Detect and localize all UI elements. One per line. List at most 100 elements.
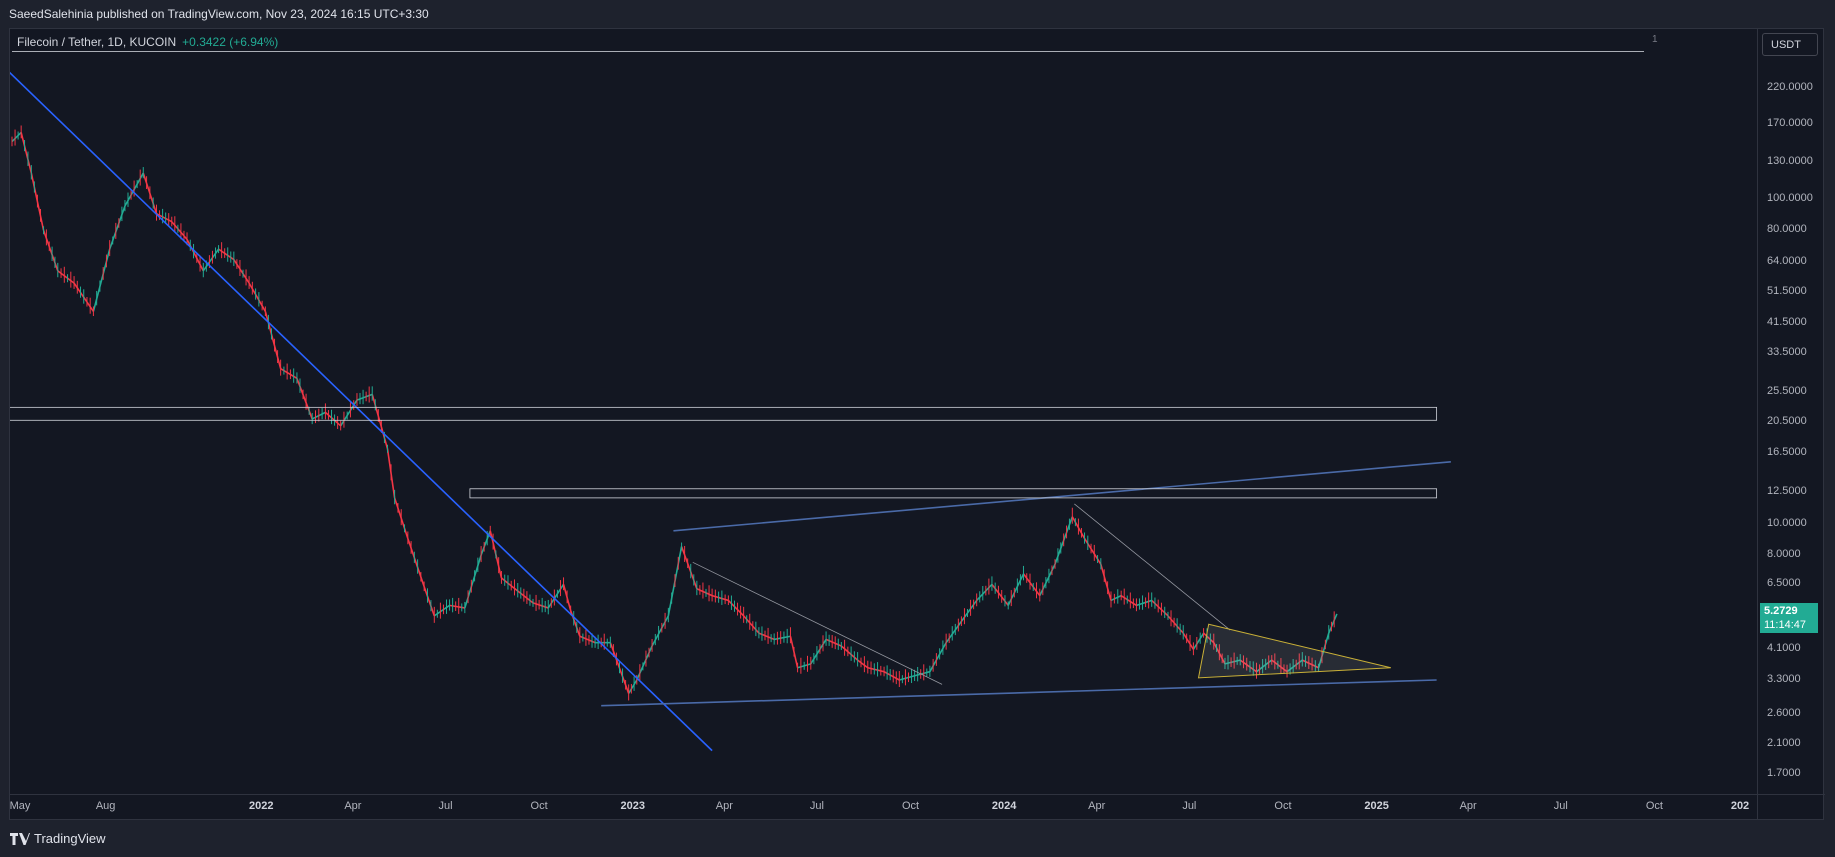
tradingview-logo[interactable]: TradingView	[10, 831, 106, 846]
time-tick-label: Jul	[1182, 800, 1197, 812]
time-tick-label: May	[9, 800, 31, 812]
price-segment	[857, 659, 869, 669]
symbol-legend[interactable]: Filecoin / Tether, 1D, KUCOIN +0.3422 (+6…	[17, 35, 278, 49]
trend-thin-line	[692, 561, 943, 685]
time-tick-label: Aug	[95, 800, 116, 812]
price-segment	[423, 586, 436, 617]
price-segment	[356, 393, 373, 401]
price-segment	[758, 632, 775, 641]
trend-line	[673, 460, 1451, 532]
price-segment	[296, 378, 313, 420]
price-tick-label: 170.0000	[1767, 116, 1813, 129]
price-segment	[517, 590, 534, 604]
time-tick-label: Oct	[530, 800, 548, 812]
price-segment	[1039, 563, 1056, 597]
time-tick-label: Jul	[438, 800, 453, 812]
time-axis-divider	[9, 794, 1825, 795]
price-segment	[1007, 573, 1025, 606]
price-segment	[1120, 594, 1137, 607]
price-segment	[1167, 615, 1184, 634]
price-segment	[532, 602, 549, 609]
footer: TradingView	[0, 820, 1835, 857]
price-segment	[1192, 632, 1205, 650]
price-segment	[371, 394, 389, 449]
tradingview-logo-icon	[10, 832, 30, 845]
price-segment	[433, 604, 451, 617]
price-segment	[914, 670, 931, 677]
price-tick-label: 12.5000	[1767, 485, 1807, 498]
price-segment	[202, 248, 220, 272]
price-tick-label: 100.0000	[1767, 191, 1813, 204]
price-segment	[867, 666, 885, 673]
top-bar: SaeedSalehinia published on TradingView.…	[0, 0, 1835, 28]
price-segment	[500, 577, 519, 592]
price-segment	[108, 205, 126, 250]
time-tick-label: Oct	[1645, 800, 1663, 812]
price-segment	[1083, 538, 1102, 565]
price-tick-label: 2.1000	[1767, 736, 1801, 749]
price-axis-divider	[1757, 28, 1758, 820]
last-price: 5.2729	[1764, 605, 1798, 617]
time-tick-label: Apr	[715, 800, 733, 812]
price-segment	[57, 270, 75, 284]
currency-button[interactable]: USDT	[1762, 33, 1818, 56]
price-tick-label: 16.5000	[1767, 445, 1807, 458]
price-segment	[1151, 599, 1169, 617]
price-segment	[156, 212, 173, 223]
time-tick-label: 2023	[620, 800, 645, 812]
price-segment	[696, 588, 713, 597]
legend-underline	[12, 51, 1644, 52]
price-segment	[810, 638, 827, 665]
price-segment	[960, 599, 978, 622]
price-segment	[627, 679, 638, 694]
price-segment	[743, 615, 760, 634]
price-segment	[20, 132, 33, 174]
time-tick-label: 202	[1730, 800, 1750, 812]
pane-number: 1	[1652, 34, 1658, 45]
price-segment	[42, 230, 59, 272]
time-tick-label: Apr	[344, 800, 362, 812]
price-segment	[233, 259, 250, 284]
price-tick-label: 33.5000	[1767, 346, 1807, 359]
price-tick-label: 80.0000	[1767, 223, 1807, 236]
price-segment	[727, 599, 745, 617]
price-tick-label: 20.5000	[1767, 415, 1807, 428]
price-tick-label: 2.6000	[1767, 706, 1801, 719]
price-chart-plot[interactable]	[10, 52, 1745, 792]
last-price-badge: 5.2729 11:14:47	[1760, 603, 1818, 633]
price-segment	[547, 583, 565, 609]
price-segment	[899, 675, 915, 681]
price-segment	[1182, 632, 1195, 650]
price-segment	[464, 554, 482, 609]
trend-line	[601, 679, 1437, 707]
price-segment	[92, 248, 111, 312]
price-change: +0.3422 (+6.94%)	[182, 35, 279, 49]
price-segment	[1110, 594, 1122, 602]
price-tick-label: 10.0000	[1767, 516, 1807, 529]
price-segment	[340, 399, 358, 427]
price-segment	[171, 221, 188, 240]
price-tick-label: 1.7000	[1767, 766, 1801, 779]
bar-countdown: 11:14:47	[1764, 619, 1807, 631]
price-segment	[1022, 573, 1041, 597]
price-segment	[774, 635, 791, 641]
price-tick-label: 3.3000	[1767, 672, 1801, 685]
time-tick-label: 2025	[1364, 800, 1389, 812]
price-segment	[11, 131, 22, 143]
price-tick-label: 8.0000	[1767, 548, 1801, 561]
trend-thin-line	[1074, 503, 1231, 631]
price-segment	[883, 670, 900, 681]
price-segment	[324, 411, 342, 427]
price-segment	[711, 594, 729, 602]
price-tick-label: 25.5000	[1767, 384, 1807, 397]
price-tick-label: 64.0000	[1767, 254, 1807, 267]
price-segment	[280, 367, 298, 380]
publisher-info: SaeedSalehinia published on TradingView.…	[9, 7, 429, 21]
price-segment	[1317, 632, 1330, 668]
price-tick-label: 51.5000	[1767, 285, 1807, 298]
price-zone	[10, 406, 1438, 421]
price-tick-label: 220.0000	[1767, 80, 1813, 93]
chart-frame[interactable]	[9, 28, 1824, 820]
price-tick-label: 6.5000	[1767, 577, 1801, 590]
price-segment	[1301, 659, 1319, 669]
